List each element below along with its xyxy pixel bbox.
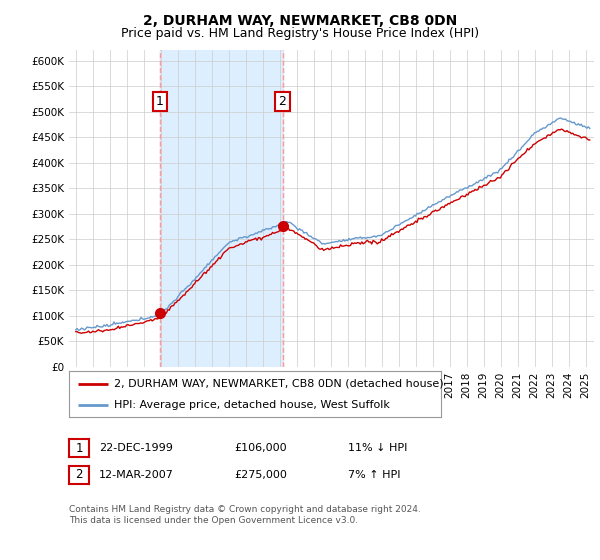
- Text: 1: 1: [156, 95, 164, 108]
- Text: £275,000: £275,000: [234, 470, 287, 480]
- Text: Price paid vs. HM Land Registry's House Price Index (HPI): Price paid vs. HM Land Registry's House …: [121, 27, 479, 40]
- Text: 7% ↑ HPI: 7% ↑ HPI: [348, 470, 401, 480]
- Text: £106,000: £106,000: [234, 443, 287, 453]
- Text: 2: 2: [278, 95, 286, 108]
- Text: 22-DEC-1999: 22-DEC-1999: [99, 443, 173, 453]
- Text: HPI: Average price, detached house, West Suffolk: HPI: Average price, detached house, West…: [113, 400, 389, 410]
- Text: 12-MAR-2007: 12-MAR-2007: [99, 470, 174, 480]
- Text: 11% ↓ HPI: 11% ↓ HPI: [348, 443, 407, 453]
- Text: 2, DURHAM WAY, NEWMARKET, CB8 0DN: 2, DURHAM WAY, NEWMARKET, CB8 0DN: [143, 14, 457, 28]
- Bar: [160, 50, 283, 367]
- Text: 2, DURHAM WAY, NEWMARKET, CB8 0DN (detached house): 2, DURHAM WAY, NEWMARKET, CB8 0DN (detac…: [113, 379, 443, 389]
- Text: 1: 1: [76, 441, 83, 455]
- Text: 2: 2: [76, 468, 83, 482]
- Text: Contains HM Land Registry data © Crown copyright and database right 2024.
This d: Contains HM Land Registry data © Crown c…: [69, 505, 421, 525]
